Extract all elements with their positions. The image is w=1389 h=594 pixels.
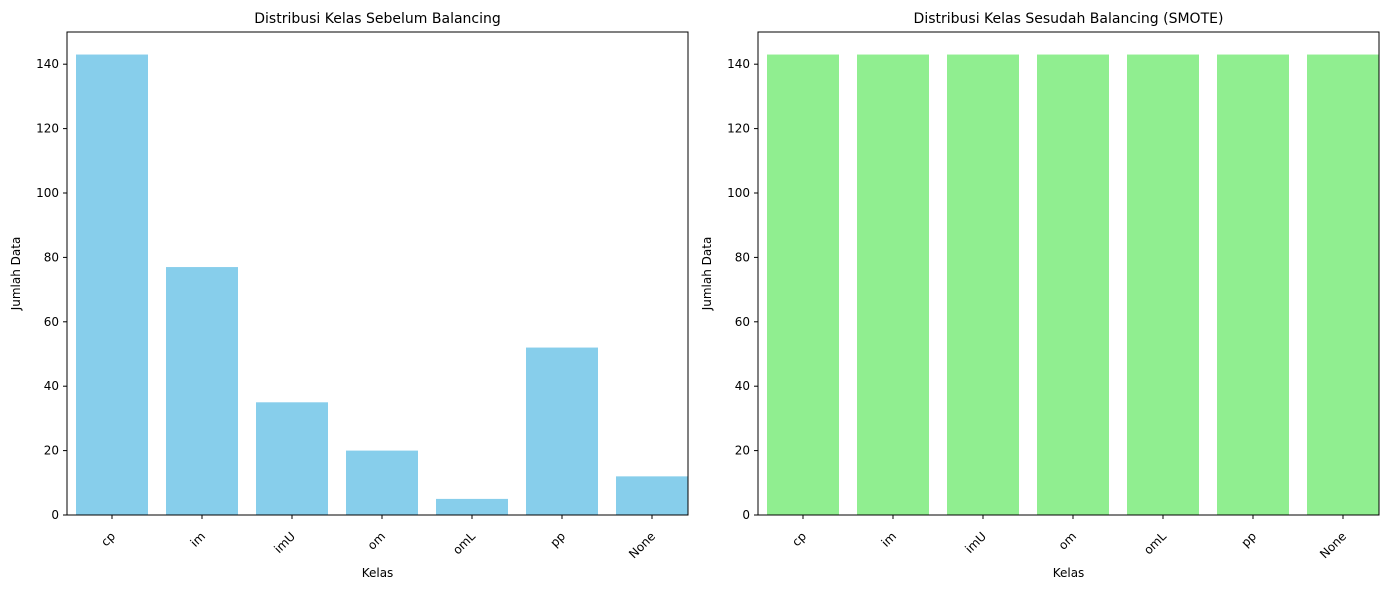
y-tick-label: 120 xyxy=(36,122,59,136)
y-tick-label: 40 xyxy=(735,379,750,393)
bar-om xyxy=(346,450,418,515)
x-tick-label: cp xyxy=(789,529,809,549)
y-tick-label: 100 xyxy=(727,186,750,200)
y-tick-label: 80 xyxy=(44,250,59,264)
x-tick-label: pp xyxy=(1238,529,1259,550)
y-tick-label: 0 xyxy=(51,508,59,522)
x-tick-label: imU xyxy=(962,529,989,556)
x-tick-label: None xyxy=(626,529,658,561)
y-tick-label: 80 xyxy=(735,250,750,264)
bar-pp xyxy=(1217,54,1289,515)
x-tick-label: im xyxy=(188,529,209,550)
bar-None xyxy=(1307,54,1379,515)
y-tick-label: 40 xyxy=(44,379,59,393)
bar-omL xyxy=(436,498,508,515)
x-tick-label: cp xyxy=(98,529,118,549)
chart-title: Distribusi Kelas Sesudah Balancing (SMOT… xyxy=(914,11,1224,27)
x-tick-label: imU xyxy=(271,529,298,556)
bar-imU xyxy=(947,54,1019,515)
bar-im xyxy=(857,54,929,515)
x-tick-label: pp xyxy=(547,529,568,550)
chart-after-balancing: Distribusi Kelas Sesudah Balancing (SMOT… xyxy=(700,11,1380,580)
x-tick-label: omL xyxy=(1141,529,1169,557)
bar-cp xyxy=(76,54,148,515)
y-tick-label: 120 xyxy=(727,122,750,136)
y-tick-label: 20 xyxy=(44,444,59,458)
y-tick-label: 140 xyxy=(36,57,59,71)
y-tick-label: 60 xyxy=(735,315,750,329)
bar-None xyxy=(616,476,688,515)
y-tick-label: 60 xyxy=(44,315,59,329)
x-tick-label: im xyxy=(879,529,900,550)
y-tick-label: 0 xyxy=(742,508,750,522)
x-tick-label: om xyxy=(1056,529,1079,552)
bar-imU xyxy=(256,402,328,515)
bar-pp xyxy=(526,347,598,515)
x-axis-label: Kelas xyxy=(1053,566,1085,580)
y-tick-label: 140 xyxy=(727,57,750,71)
bar-omL xyxy=(1127,54,1199,515)
y-tick-label: 100 xyxy=(36,186,59,200)
chart-title: Distribusi Kelas Sebelum Balancing xyxy=(254,11,501,27)
plot-frame xyxy=(66,31,689,516)
plot-frame xyxy=(757,31,1380,516)
y-axis-label: Jumlah Data xyxy=(700,237,714,312)
bar-om xyxy=(1037,54,1109,515)
x-tick-label: None xyxy=(1317,529,1349,561)
y-axis-label: Jumlah Data xyxy=(9,237,23,312)
chart-before-balancing: Distribusi Kelas Sebelum Balancing Kelas… xyxy=(9,11,689,580)
x-axis-label: Kelas xyxy=(362,566,394,580)
x-tick-label: omL xyxy=(450,529,478,557)
bar-im xyxy=(166,267,238,515)
y-tick-label: 20 xyxy=(735,444,750,458)
x-tick-label: om xyxy=(365,529,388,552)
bar-cp xyxy=(767,54,839,515)
